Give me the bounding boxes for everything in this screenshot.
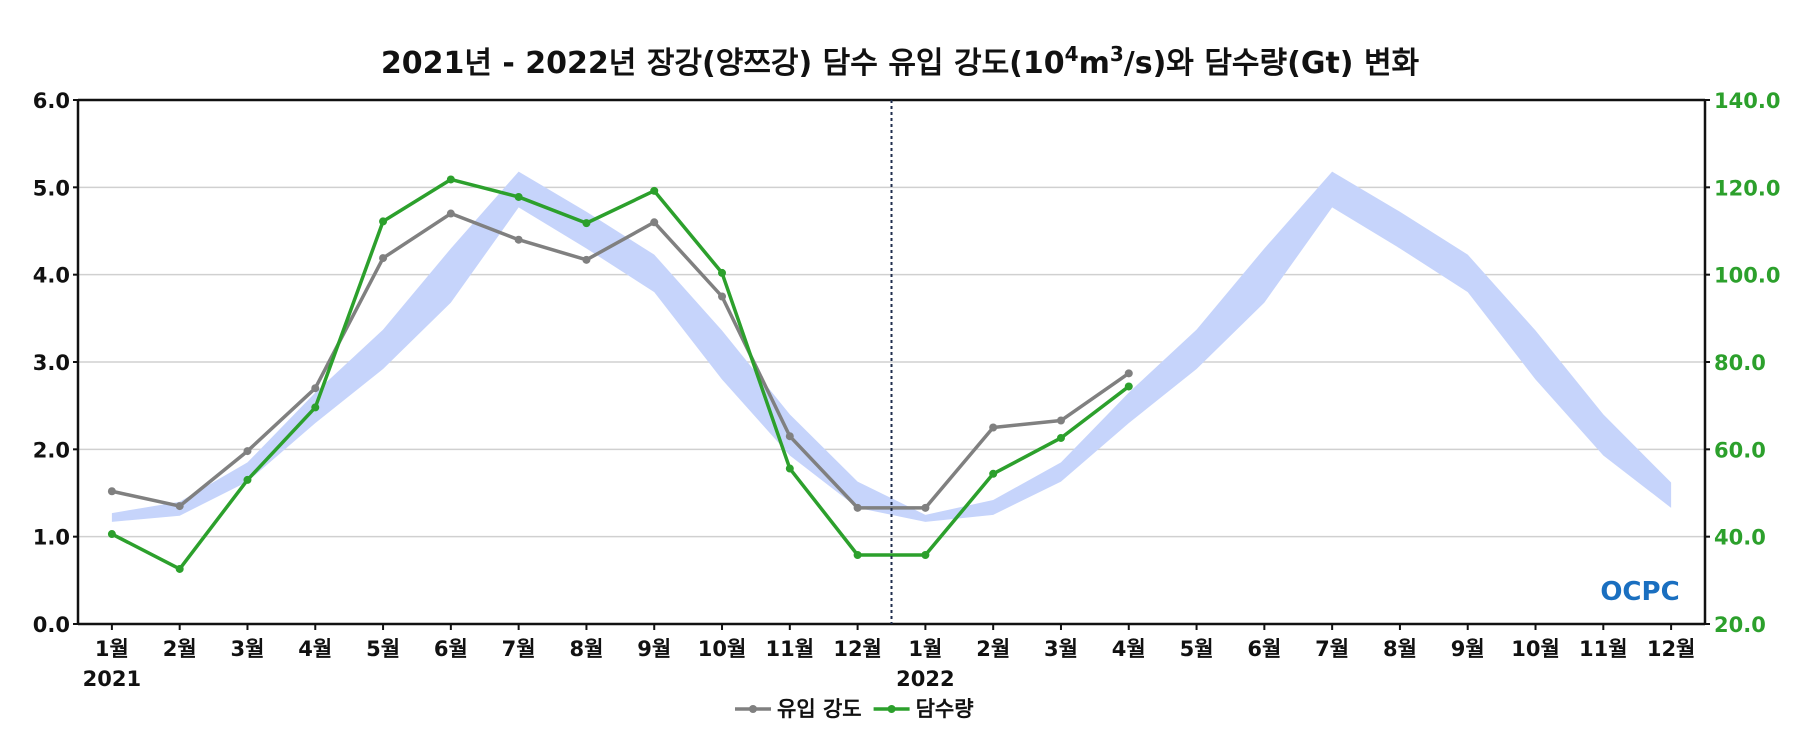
data-point <box>107 530 116 539</box>
right-tick-label: 60.0 <box>1714 438 1766 462</box>
x-tick-label: 12월 <box>833 637 882 661</box>
legend-marker <box>749 705 757 713</box>
x-tick-label: 1월 <box>95 637 129 661</box>
right-tick-label: 40.0 <box>1714 526 1766 550</box>
left-tick-label: 2.0 <box>33 438 70 462</box>
x-tick-label: 11월 <box>766 637 815 661</box>
data-point <box>514 235 523 244</box>
data-point <box>243 475 252 484</box>
data-point <box>311 384 320 393</box>
data-point <box>650 218 659 227</box>
x-tick-label: 10월 <box>698 637 747 661</box>
x-tick-label: 10월 <box>1511 637 1560 661</box>
data-point <box>1056 433 1065 442</box>
data-point <box>107 487 116 496</box>
data-point <box>853 551 862 560</box>
x-tick-label: 11월 <box>1579 637 1628 661</box>
data-point <box>311 403 320 412</box>
right-tick-label: 120.0 <box>1714 176 1780 200</box>
right-tick-label: 140.0 <box>1714 89 1780 113</box>
x-tick-label: 5월 <box>366 637 400 661</box>
data-point <box>446 209 455 218</box>
left-tick-label: 4.0 <box>33 264 70 288</box>
left-tick-label: 3.0 <box>33 351 70 375</box>
data-point <box>1124 382 1133 391</box>
data-point <box>785 464 794 473</box>
data-point <box>1124 369 1133 378</box>
data-point <box>243 447 252 456</box>
x-tick-label: 2월 <box>976 637 1010 661</box>
right-tick-label: 80.0 <box>1714 351 1766 375</box>
climatology-band-area <box>111 171 1672 522</box>
climatology-band <box>111 171 1672 522</box>
x-tick-label: 12월 <box>1647 637 1696 661</box>
left-tick-label: 0.0 <box>33 613 70 637</box>
data-point <box>650 186 659 195</box>
axes: 0.0 1.0 2.0 3.0 4.0 5.0 6.0 20.0 40.0 60.0 80.0 100… <box>33 89 1781 691</box>
series-group <box>107 175 1133 573</box>
series-line-right <box>111 177 1130 571</box>
legend-label: 담수량 <box>916 697 974 721</box>
x-tick-label: 4월 <box>1112 637 1146 661</box>
data-point <box>175 502 184 511</box>
left-tick-label: 6.0 <box>33 89 70 113</box>
x-tick-label: 3월 <box>1044 637 1078 661</box>
data-point <box>718 268 727 277</box>
legend-marker <box>887 705 896 713</box>
data-point <box>379 254 388 263</box>
data-point <box>853 503 862 512</box>
right-tick-label: 100.0 <box>1714 264 1780 288</box>
x-tick-label: 8월 <box>1383 637 1417 661</box>
legend-label: 유입 강도 <box>777 697 862 721</box>
x-tick-label: 6월 <box>1247 637 1281 661</box>
ocpc-logo: OCPC <box>1600 577 1679 607</box>
left-tick-label: 1.0 <box>33 526 70 550</box>
right-tick-label: 20.0 <box>1714 613 1766 637</box>
x-tick-label: 4월 <box>298 637 332 661</box>
x-tick-label: 5월 <box>1180 637 1214 661</box>
data-point <box>718 292 727 301</box>
data-point <box>921 551 930 560</box>
chart-title: 2021년 - 2022년 장강(양쯔강) 담수 유입 강도(104m3/s)와… <box>381 42 1420 81</box>
x-tick-label: 6월 <box>434 637 468 661</box>
x-tick-label: 3월 <box>231 637 265 661</box>
series-line-left <box>111 211 1130 510</box>
year-label: 2022 <box>896 667 954 691</box>
year-label: 2021 <box>83 667 141 691</box>
x-tick-label: 7월 <box>502 637 536 661</box>
x-tick-label: 8월 <box>569 637 603 661</box>
data-point <box>175 564 184 573</box>
x-tick-label: 9월 <box>637 637 671 661</box>
data-point <box>785 432 794 441</box>
svg-text:OCPC: OCPC <box>1600 577 1679 607</box>
data-point <box>582 255 591 264</box>
left-tick-label: 5.0 <box>33 176 70 200</box>
data-point <box>446 175 455 184</box>
data-point <box>989 423 998 432</box>
x-tick-label: 7월 <box>1315 637 1349 661</box>
data-point <box>921 503 930 512</box>
data-point <box>379 217 388 226</box>
x-tick-label: 2월 <box>163 637 197 661</box>
legend: 유입 강도 담수량 <box>735 697 974 721</box>
data-point <box>1056 416 1065 425</box>
x-tick-label: 9월 <box>1451 637 1485 661</box>
x-tick-label: 1월 <box>908 637 942 661</box>
data-point <box>989 469 998 478</box>
data-point <box>514 192 523 201</box>
data-point <box>582 219 591 228</box>
